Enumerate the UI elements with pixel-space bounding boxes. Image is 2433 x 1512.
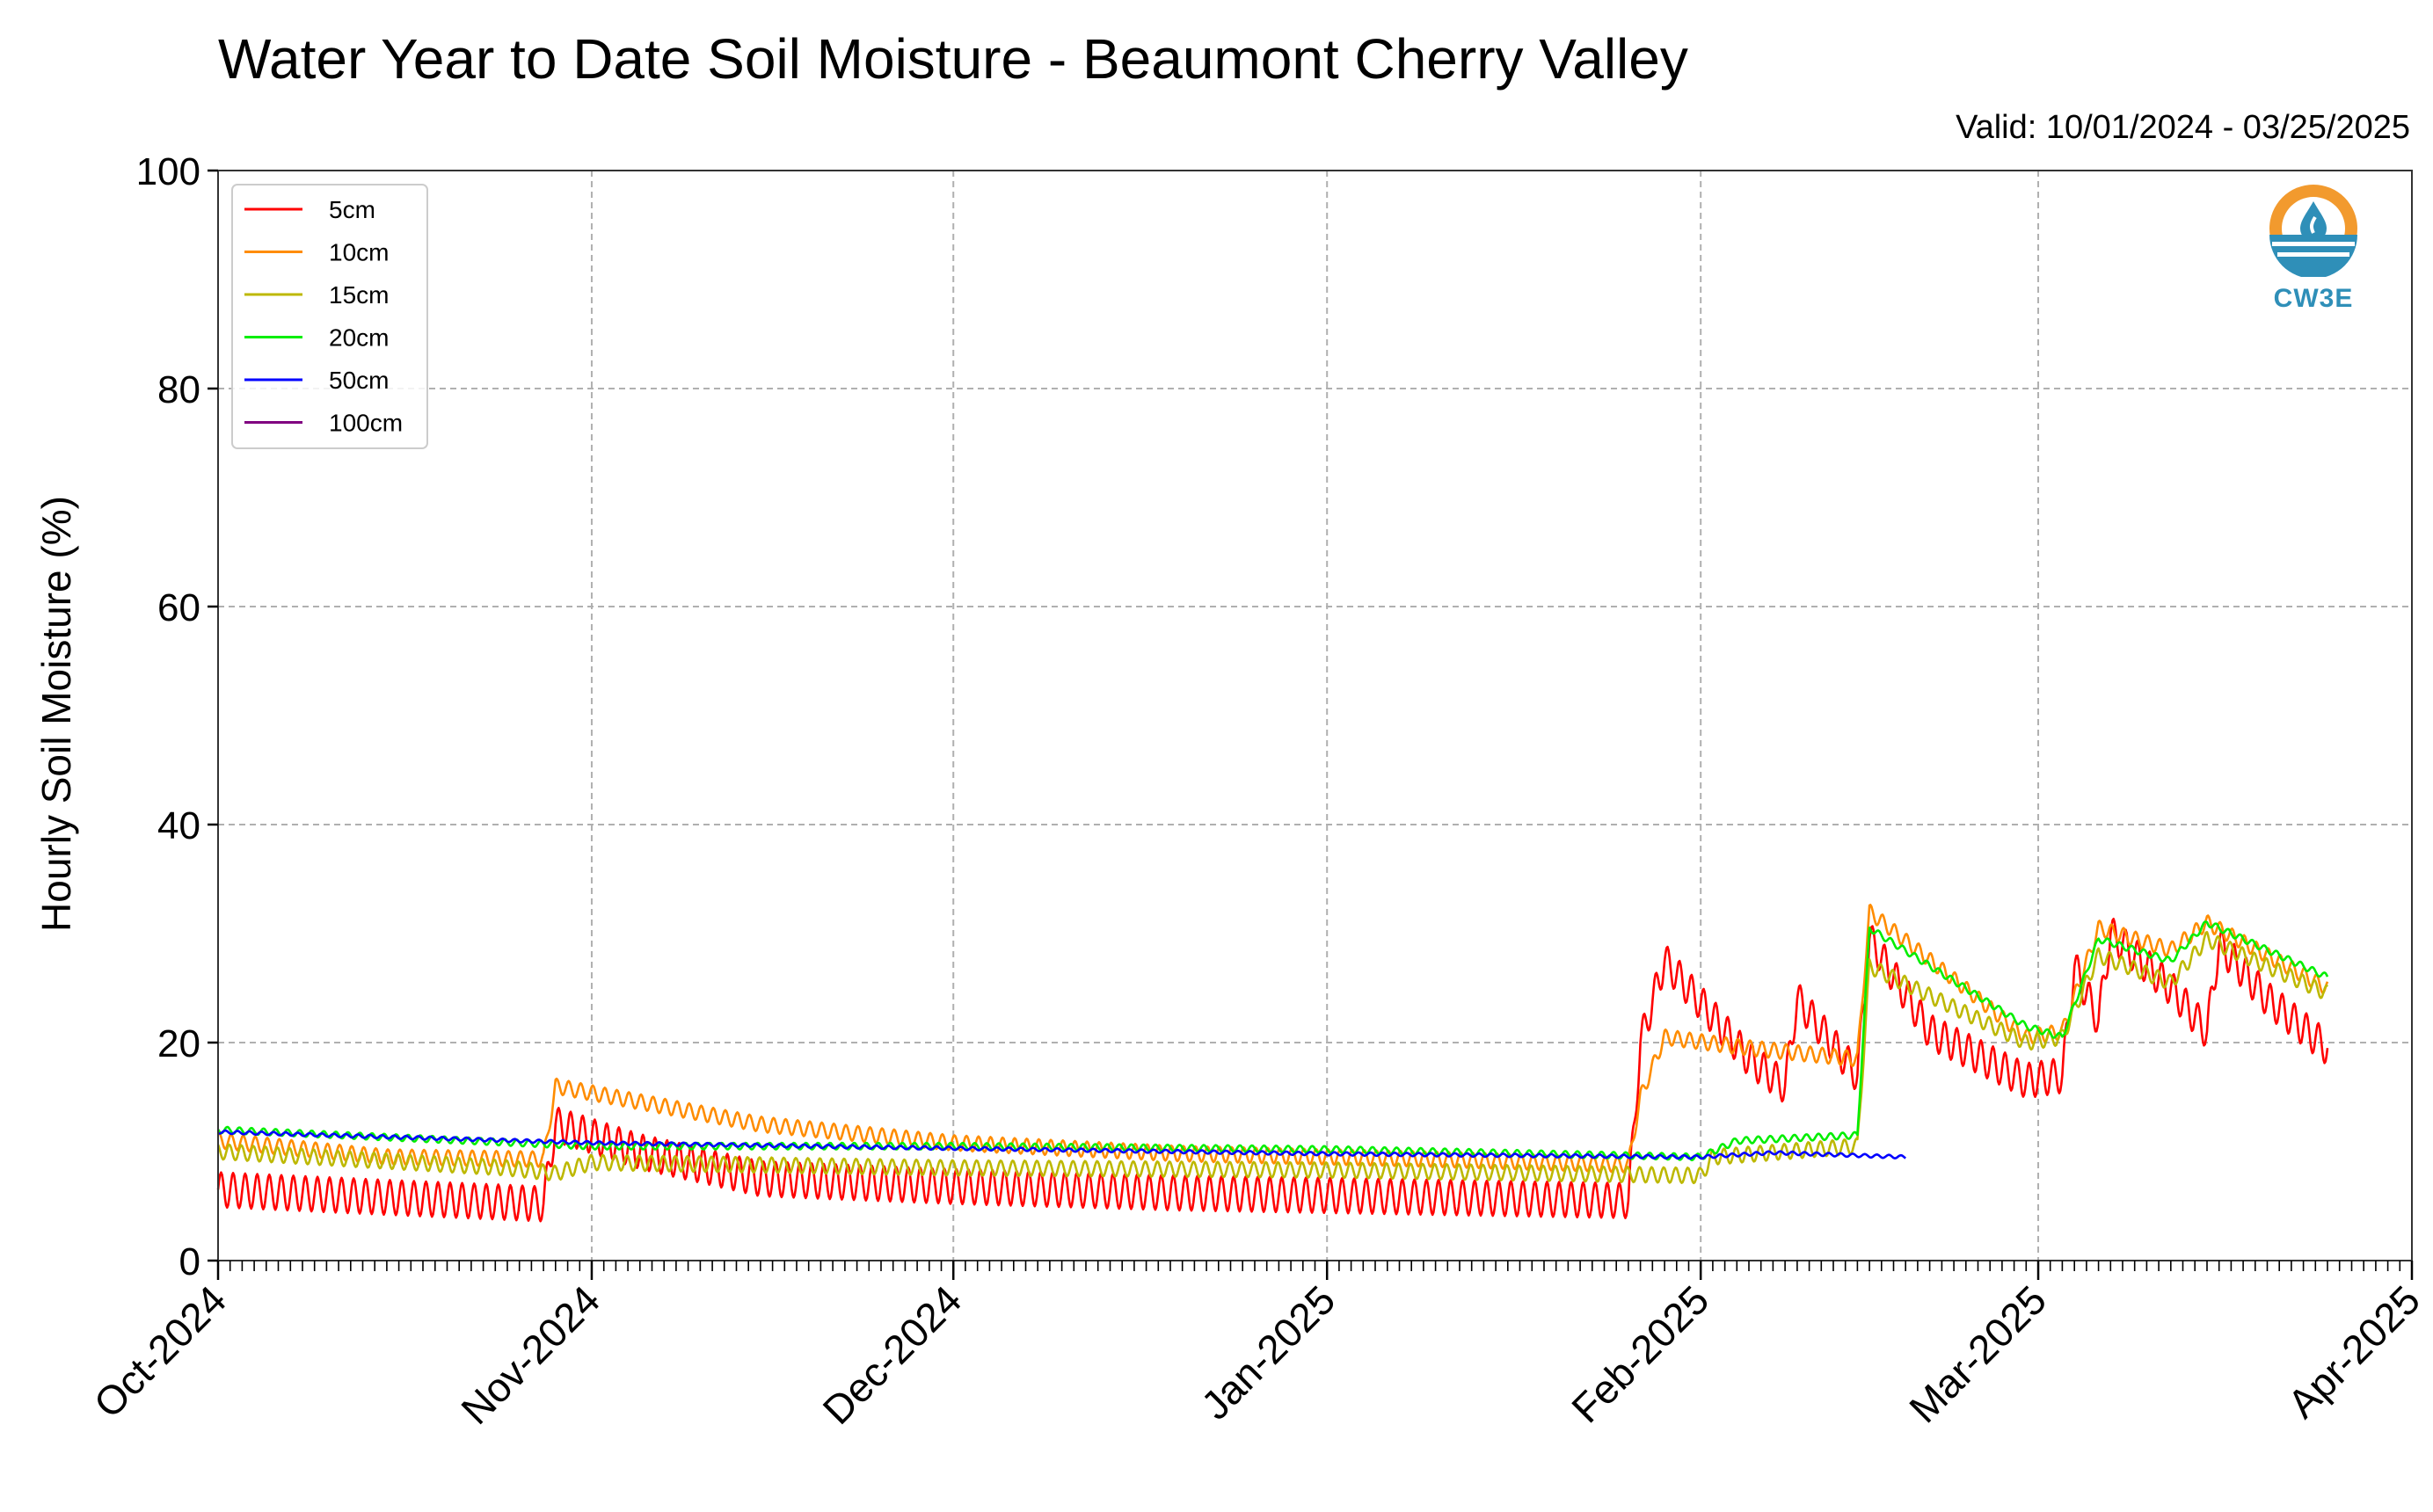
legend-label: 5cm: [329, 196, 375, 223]
series-line-50cm: [217, 1129, 1906, 1160]
legend-label: 50cm: [329, 367, 389, 394]
legend-label: 20cm: [329, 324, 389, 352]
cw3e-logo: CW3E: [2265, 180, 2362, 321]
y-tick-label: 80: [157, 368, 200, 411]
legend-label: 15cm: [329, 281, 389, 309]
x-tick-label: Mar-2025: [1900, 1276, 2055, 1431]
y-axis-label: Hourly Soil Moisture (%): [33, 496, 79, 932]
x-tick-label: Apr-2025: [2278, 1276, 2429, 1427]
x-tick-label: Oct-2024: [85, 1276, 236, 1427]
legend-label: 100cm: [329, 410, 403, 437]
x-tick-label: Dec-2024: [814, 1276, 971, 1433]
plot-area: [218, 171, 2412, 1261]
x-tick-label: Feb-2025: [1563, 1276, 1717, 1431]
series-line-20cm: [216, 920, 2329, 1161]
water-drop-logo-icon: [2269, 185, 2357, 279]
series-lines: [216, 904, 2329, 1223]
chart-title: Water Year to Date Soil Moisture - Beaum…: [218, 27, 1688, 91]
x-minor-ticks: [217, 1261, 2413, 1271]
y-tick-label: 100: [136, 150, 200, 193]
y-tick-label: 60: [157, 586, 200, 629]
y-tick-label: 40: [157, 804, 200, 847]
valid-date-range: Valid: 10/01/2024 - 03/25/2025: [1956, 109, 2410, 146]
series-line-10cm: [217, 904, 2329, 1174]
y-tick-label: 20: [157, 1022, 200, 1065]
series-line-15cm: [216, 931, 2328, 1185]
series-line-5cm: [216, 918, 2329, 1223]
legend: 5cm 10cm 15cm 20cm 50cm 100cm: [231, 184, 428, 449]
x-tick-label: Jan-2025: [1192, 1276, 1344, 1428]
y-tick-label: 0: [179, 1240, 200, 1283]
cw3e-logo-text: CW3E: [2273, 284, 2354, 313]
x-tick-label: Nov-2024: [452, 1276, 608, 1433]
legend-label: 10cm: [329, 239, 389, 266]
